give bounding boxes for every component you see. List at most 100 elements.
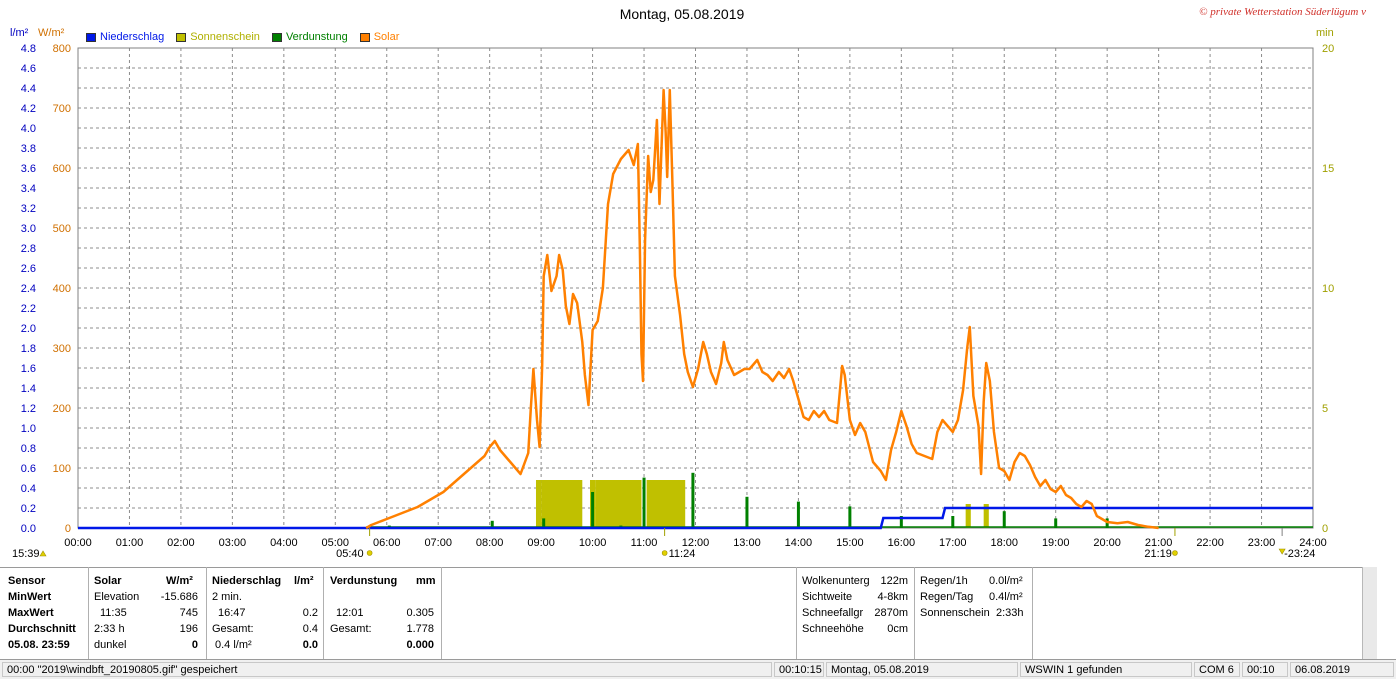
stats-row-current: 05.08. 23:59	[8, 639, 70, 651]
stats-verdunstung-max-time: 12:01	[336, 607, 364, 619]
stats-solar-current-label: dunkel	[94, 639, 127, 651]
legend-label-sonnenschein: Sonnenschein	[190, 31, 260, 43]
solar-line	[365, 88, 1159, 530]
stats-niederschlag-interval: 2 min.	[212, 591, 242, 603]
stats-weather-label-visibility: Sichtweite	[802, 591, 853, 603]
y-tick-label-orange: 600	[53, 163, 71, 175]
unit-right: min	[1316, 27, 1334, 39]
stats-solar-max-value: 745	[179, 607, 198, 619]
legend-label-niederschlag: Niederschlag	[100, 31, 165, 43]
verdunstung-spike	[1054, 518, 1058, 528]
stats-niederschlag-current-value: 0.0	[302, 639, 318, 651]
stats-verdunstung-total-value: 1.778	[406, 623, 434, 635]
unit-left-blue: l/m²	[10, 27, 29, 39]
verdunstung-spike	[951, 516, 955, 528]
sunrise-icon	[366, 550, 373, 556]
stats-rain-label-sunshine: Sonnenschein	[920, 607, 990, 619]
status-device: WSWIN 1 gefunden	[1020, 662, 1192, 677]
legend-item-sonnenschein: Sonnenschein	[176, 31, 260, 43]
stats-verdunstung-max-value: 0.305	[406, 607, 434, 619]
y-tick-label-blue: 3.6	[21, 163, 36, 175]
y-tick-label-blue: 4.4	[21, 83, 36, 95]
stats-niederschlag-unit: l/m²	[294, 575, 314, 587]
noon-label: 11:24	[669, 548, 696, 560]
stats-weather-value-cloudbase: 122m	[880, 575, 908, 587]
status-date: Montag, 05.08.2019	[826, 662, 1018, 677]
stats-solar-avg-label: 2:33 h	[94, 623, 125, 635]
x-tick-label: 12:00	[682, 537, 710, 549]
stats-rain-value-1h: 0.0l/m²	[989, 575, 1023, 587]
y-tick-label-blue: 2.0	[21, 323, 36, 335]
x-tick-label: 11:00	[631, 537, 658, 549]
x-tick-label: 17:00	[939, 537, 967, 549]
status-message: 00:00 "2019\windbft_20190805.gif" gespei…	[2, 662, 772, 677]
x-tick-label: 22:00	[1196, 537, 1224, 549]
y-tick-label-blue: 4.2	[21, 103, 36, 115]
x-tick-label: 13:00	[733, 537, 761, 549]
sunrise-label: 05:40	[336, 548, 364, 560]
y-tick-label-blue: 4.6	[21, 63, 36, 75]
x-tick-label: 08:00	[476, 537, 504, 549]
y-tick-label-blue: 2.4	[21, 283, 36, 295]
chart-title: Montag, 05.08.2019	[619, 6, 745, 22]
stats-panel: Sensor MinWert MaxWert Durchschnitt 05.0…	[0, 567, 1362, 662]
y-tick-label-orange: 0	[65, 523, 71, 535]
moonset-label: -23:24	[1284, 548, 1315, 560]
status-clock: 00:10	[1242, 662, 1288, 677]
y-tick-label-orange: 800	[53, 43, 71, 55]
verdunstung-spike	[899, 516, 903, 528]
y-tick-label-orange: 700	[53, 103, 71, 115]
status-time: 00:10:15	[774, 662, 824, 677]
stats-solar-unit: W/m²	[166, 575, 193, 587]
stats-weather-value-visibility: 4-8km	[877, 591, 908, 603]
y-tick-label-orange: 100	[53, 463, 71, 475]
stats-divider	[206, 567, 207, 661]
sonnenschein-bar	[535, 480, 542, 528]
y-tick-label-blue: 3.2	[21, 203, 36, 215]
stats-verdunstung-current-value: 0.000	[406, 639, 434, 651]
verdunstung-spike	[848, 506, 852, 528]
vertical-scrollbar[interactable]	[1362, 567, 1377, 661]
sonnenschein-bar	[541, 480, 583, 528]
legend-label-verdunstung: Verdunstung	[285, 31, 348, 43]
x-tick-label: 10:00	[579, 537, 607, 549]
y-tick-label-blue: 1.2	[21, 403, 36, 415]
stats-rain-value-sunshine: 2:33h	[996, 607, 1024, 619]
verdunstung-spike	[745, 496, 749, 528]
y-tick-label-right: 5	[1322, 403, 1328, 415]
legend-swatch-sonnenschein	[176, 32, 187, 42]
status-port: COM 6	[1194, 662, 1240, 677]
stats-niederschlag-max-time: 16:47	[218, 607, 246, 619]
stats-niederschlag-current-label: 0.4 l/m²	[215, 639, 252, 651]
stats-rain-value-day: 0.4l/m²	[989, 591, 1023, 603]
y-tick-label-blue: 2.6	[21, 263, 36, 275]
moonrise-icon	[39, 550, 47, 557]
stats-divider	[441, 567, 442, 661]
x-tick-label: 14:00	[785, 537, 813, 549]
stats-solar-max-time: 11:35	[100, 607, 127, 619]
legend-swatch-solar	[359, 32, 370, 42]
x-tick-label: 15:00	[836, 537, 864, 549]
y-tick-label-blue: 1.4	[21, 383, 36, 395]
y-tick-label-blue: 1.8	[21, 343, 36, 355]
stats-rain-label-day: Regen/Tag	[920, 591, 974, 603]
x-tick-label: 04:00	[270, 537, 298, 549]
y-tick-label-orange: 500	[53, 223, 71, 235]
stats-solar-header: Solar	[94, 575, 122, 587]
x-tick-label: 05:00	[322, 537, 350, 549]
x-tick-label: 18:00	[990, 537, 1018, 549]
y-tick-label-blue: 1.6	[21, 363, 36, 375]
niederschlag-line	[78, 506, 1313, 530]
noon-icon	[661, 550, 668, 556]
sonnenschein-bar	[965, 504, 971, 528]
x-tick-label: 21:00	[1145, 537, 1173, 549]
verdunstung-spike	[691, 472, 695, 528]
stats-divider	[323, 567, 324, 661]
x-tick-label: 20:00	[1093, 537, 1121, 549]
stats-row-avg: Durchschnitt	[8, 623, 76, 635]
y-tick-label-orange: 400	[53, 283, 71, 295]
stats-divider	[88, 567, 89, 661]
y-tick-label-blue: 0.4	[21, 483, 36, 495]
stats-weather-label-snowdepth: Schneehöhe	[802, 623, 864, 635]
weather-chart: 0.0 0.2 0.4 0.6 0.8 1.0 1.2 1.4 1.6 1.8 2.0 2.2 2.4 2…	[12, 43, 1334, 560]
